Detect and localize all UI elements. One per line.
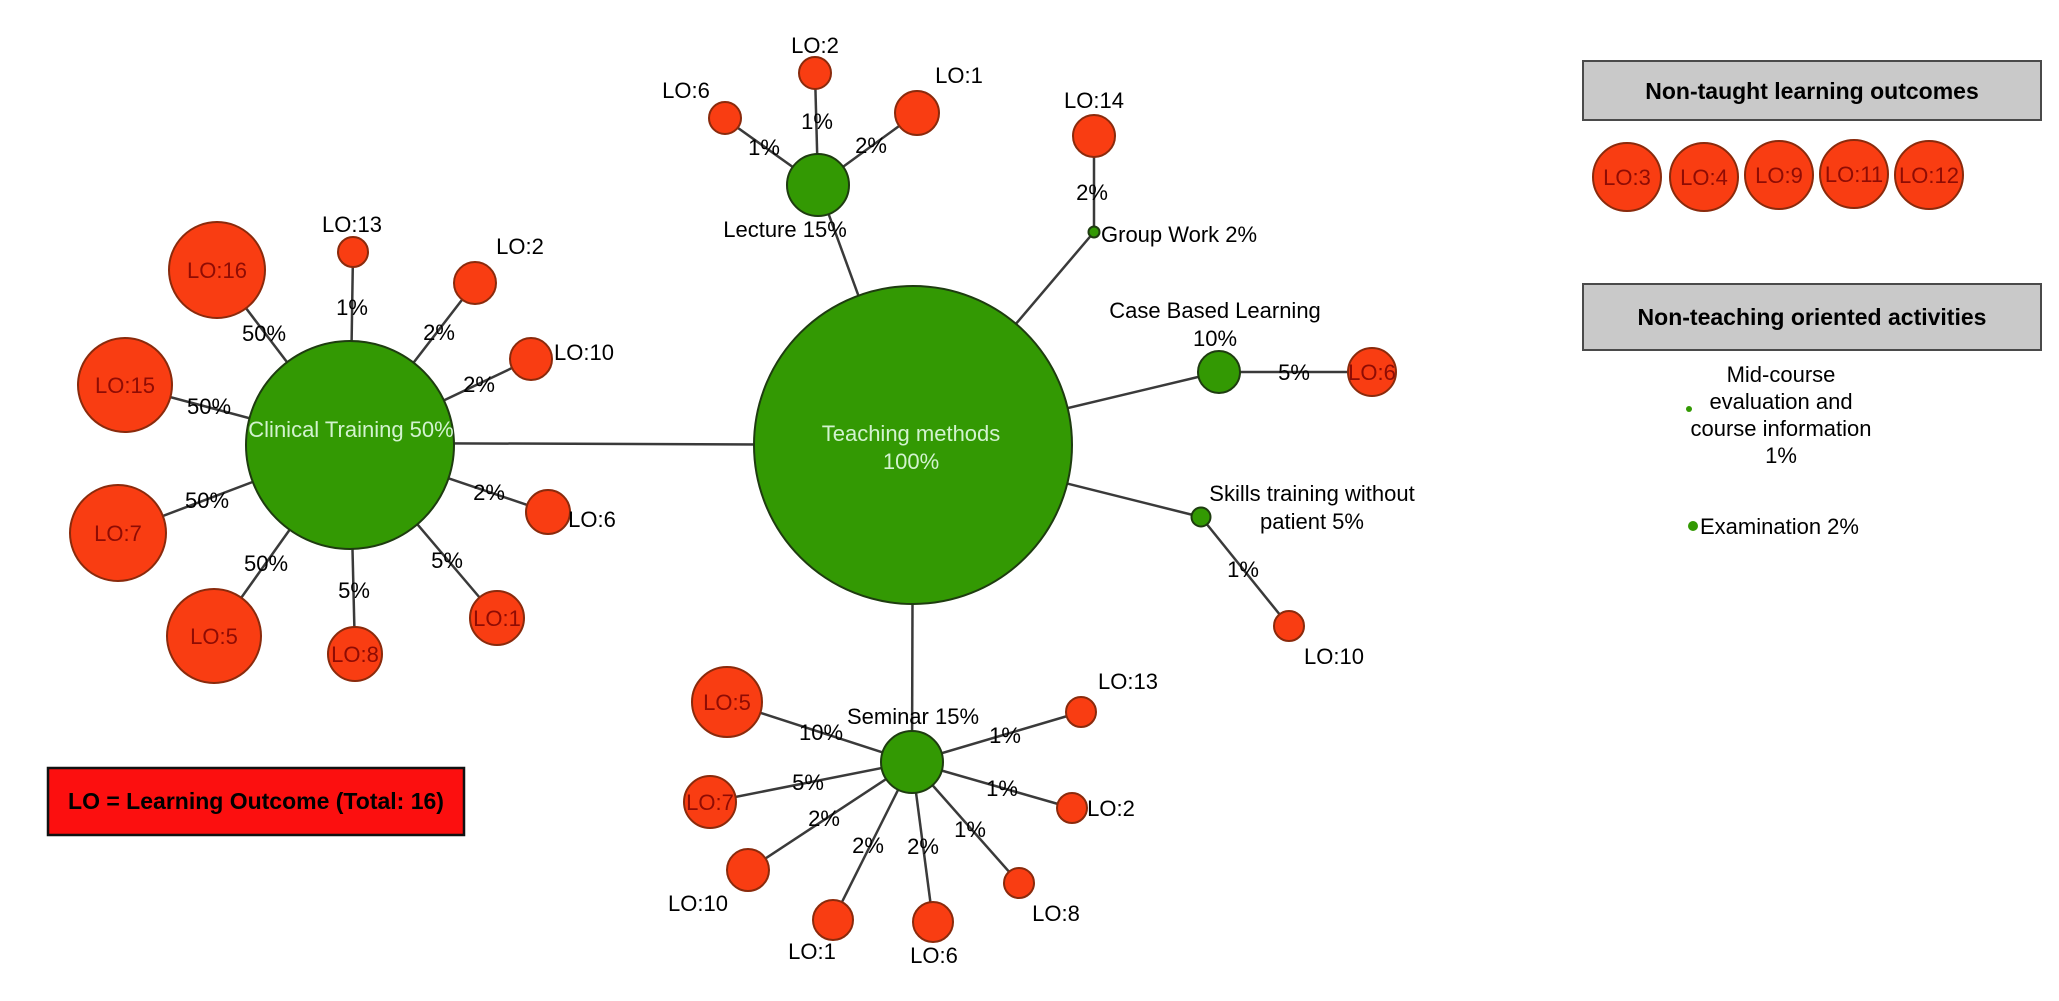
svg-text:2%: 2%	[463, 372, 495, 397]
svg-text:5%: 5%	[431, 548, 463, 573]
svg-text:5%: 5%	[792, 770, 824, 795]
svg-text:50%: 50%	[244, 551, 288, 576]
svg-text:LO:12: LO:12	[1899, 163, 1959, 188]
svg-text:1%: 1%	[1227, 557, 1259, 582]
svg-text:Seminar 15%: Seminar 15%	[847, 704, 979, 729]
svg-text:LO:2: LO:2	[1087, 796, 1135, 821]
svg-text:course information: course information	[1691, 416, 1872, 441]
svg-text:LO:6: LO:6	[568, 507, 616, 532]
svg-text:Lecture 15%: Lecture 15%	[723, 217, 847, 242]
svg-text:LO:10: LO:10	[668, 891, 728, 916]
svg-text:LO:6: LO:6	[1348, 360, 1396, 385]
svg-text:LO = Learning Outcome (Total:: LO = Learning Outcome (Total: 16)	[68, 788, 444, 814]
svg-text:1%: 1%	[1765, 443, 1797, 468]
svg-text:Non-teaching oriented activiti: Non-teaching oriented activities	[1638, 304, 1987, 330]
svg-text:1%: 1%	[989, 723, 1021, 748]
svg-text:LO:11: LO:11	[1825, 162, 1883, 187]
svg-text:LO:4: LO:4	[1680, 165, 1728, 190]
svg-text:2%: 2%	[423, 320, 455, 345]
svg-text:patient 5%: patient 5%	[1260, 509, 1364, 534]
svg-text:5%: 5%	[338, 578, 370, 603]
svg-text:LO:10: LO:10	[554, 340, 614, 365]
svg-text:LO:13: LO:13	[1098, 669, 1158, 694]
svg-text:LO:13: LO:13	[322, 212, 382, 237]
svg-text:1%: 1%	[336, 295, 368, 320]
svg-text:LO:16: LO:16	[187, 258, 247, 283]
svg-text:Mid-course: Mid-course	[1727, 362, 1836, 387]
svg-text:LO:5: LO:5	[703, 690, 751, 715]
svg-text:2%: 2%	[473, 480, 505, 505]
svg-text:LO:6: LO:6	[910, 943, 958, 968]
svg-text:LO:7: LO:7	[686, 790, 734, 815]
svg-text:Skills training without: Skills training without	[1209, 481, 1414, 506]
svg-text:LO:3: LO:3	[1603, 165, 1651, 190]
svg-text:LO:1: LO:1	[788, 939, 836, 964]
svg-text:1%: 1%	[986, 776, 1018, 801]
svg-text:50%: 50%	[187, 394, 231, 419]
svg-text:LO:8: LO:8	[331, 642, 379, 667]
svg-text:Case Based Learning: Case Based Learning	[1109, 298, 1321, 323]
svg-text:Teaching methods: Teaching methods	[822, 421, 1001, 446]
svg-text:2%: 2%	[852, 833, 884, 858]
svg-text:LO:8: LO:8	[1032, 901, 1080, 926]
svg-text:LO:1: LO:1	[935, 63, 983, 88]
svg-text:LO:10: LO:10	[1304, 644, 1364, 669]
svg-text:2%: 2%	[907, 834, 939, 859]
svg-text:10%: 10%	[799, 720, 843, 745]
svg-text:10%: 10%	[1193, 326, 1237, 351]
svg-text:evaluation and: evaluation and	[1709, 389, 1852, 414]
svg-text:2%: 2%	[1076, 180, 1108, 205]
svg-text:LO:9: LO:9	[1755, 163, 1803, 188]
svg-text:LO:1: LO:1	[473, 606, 521, 631]
svg-text:100%: 100%	[883, 449, 939, 474]
svg-text:Group Work 2%: Group Work 2%	[1101, 222, 1257, 247]
svg-text:LO:14: LO:14	[1064, 88, 1124, 113]
svg-text:LO:15: LO:15	[95, 373, 155, 398]
svg-text:Clinical Training 50%: Clinical Training 50%	[248, 417, 453, 442]
svg-text:LO:6: LO:6	[662, 78, 710, 103]
svg-text:LO:2: LO:2	[496, 234, 544, 259]
svg-text:Examination 2%: Examination 2%	[1700, 514, 1859, 539]
svg-text:1%: 1%	[748, 135, 780, 160]
svg-text:5%: 5%	[1278, 360, 1310, 385]
svg-text:50%: 50%	[185, 488, 229, 513]
svg-text:1%: 1%	[954, 817, 986, 842]
svg-text:LO:7: LO:7	[94, 521, 142, 546]
svg-text:LO:5: LO:5	[190, 624, 238, 649]
svg-text:LO:2: LO:2	[791, 33, 839, 58]
svg-text:2%: 2%	[855, 133, 887, 158]
svg-text:1%: 1%	[801, 109, 833, 134]
svg-text:50%: 50%	[242, 321, 286, 346]
svg-text:2%: 2%	[808, 806, 840, 831]
svg-text:Non-taught learning outcomes: Non-taught learning outcomes	[1645, 78, 1979, 104]
